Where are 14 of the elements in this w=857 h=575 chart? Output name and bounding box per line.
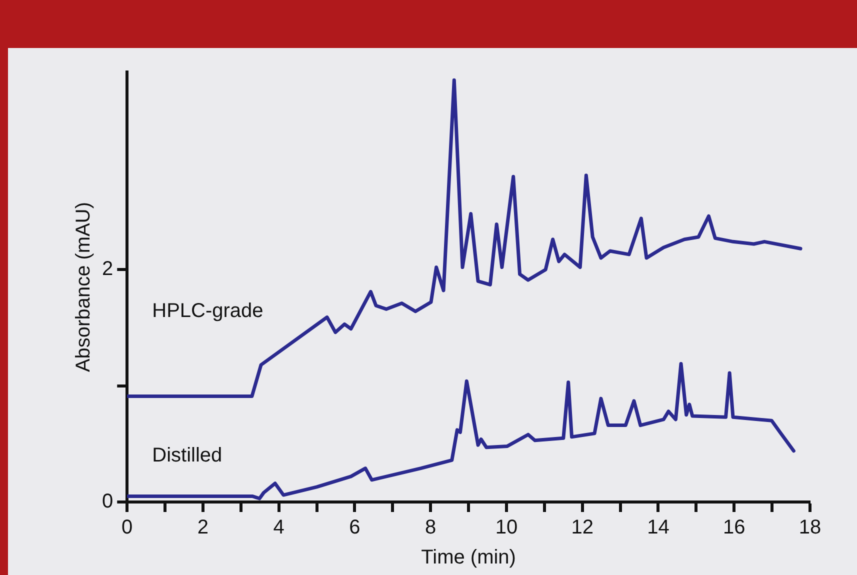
- x-tick-label: 10: [495, 516, 518, 539]
- series-label: HPLC-grade: [152, 300, 264, 322]
- x-tick-label: 8: [425, 516, 436, 539]
- x-tick-label: 18: [798, 516, 822, 539]
- series-label: Distilled: [152, 444, 222, 467]
- x-tick-label: 14: [647, 516, 670, 539]
- x-tick-label: 16: [723, 516, 746, 539]
- x-tick-label: 2: [197, 516, 209, 539]
- x-tick-label: 4: [273, 516, 284, 539]
- y-axis-title: Absorbance (mAU): [72, 202, 95, 372]
- x-tick-label: 12: [571, 516, 594, 539]
- x-axis-title: Time (min): [421, 546, 516, 569]
- x-tick-label: 0: [122, 516, 133, 539]
- x-tick-label: 6: [349, 516, 360, 539]
